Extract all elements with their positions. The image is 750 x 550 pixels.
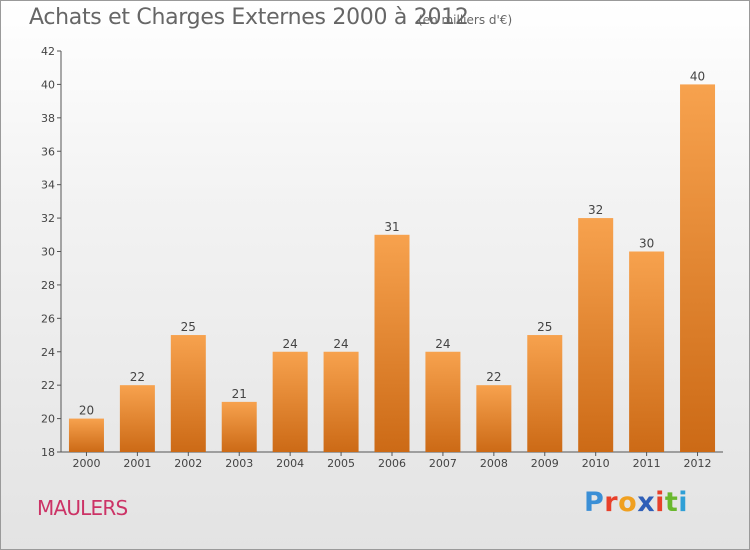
y-tick-label: 34 xyxy=(41,179,55,192)
data-label: 24 xyxy=(333,337,348,351)
y-tick-label: 28 xyxy=(41,279,55,292)
x-tick-label: 2012 xyxy=(684,457,712,470)
bar xyxy=(476,385,512,452)
data-label: 25 xyxy=(181,320,196,334)
data-label: 22 xyxy=(486,370,501,384)
bar xyxy=(272,351,308,452)
data-label: 31 xyxy=(384,220,399,234)
data-label: 40 xyxy=(690,69,705,83)
y-tick-label: 18 xyxy=(41,446,55,459)
data-label: 32 xyxy=(588,203,603,217)
x-tick-label: 2010 xyxy=(582,457,610,470)
logo-letter: r xyxy=(604,487,619,518)
data-label: 24 xyxy=(283,337,298,351)
logo-letter: i xyxy=(655,487,665,518)
bar xyxy=(170,335,206,452)
data-label: 30 xyxy=(639,237,654,251)
y-tick-label: 20 xyxy=(41,413,55,426)
x-tick-label: 2005 xyxy=(327,457,355,470)
chart-title: Achats et Charges Externes 2000 à 2012 xyxy=(29,5,469,30)
commune-name: MAULERS xyxy=(37,496,128,520)
logo-letter: t xyxy=(664,487,679,518)
y-tick-label: 32 xyxy=(41,212,55,225)
x-tick-label: 2001 xyxy=(123,457,151,470)
x-tick-label: 2003 xyxy=(225,457,253,470)
y-tick-label: 40 xyxy=(41,78,55,91)
data-label: 20 xyxy=(79,404,94,418)
bar xyxy=(425,351,461,452)
bar xyxy=(119,385,155,452)
logo-letter: o xyxy=(618,487,638,518)
proxiti-logo: Proxiti xyxy=(584,487,688,518)
x-tick-label: 2000 xyxy=(72,457,100,470)
bar xyxy=(527,335,563,452)
x-tick-label: 2007 xyxy=(429,457,457,470)
logo-letter: x xyxy=(637,487,656,518)
x-tick-label: 2002 xyxy=(174,457,202,470)
bar xyxy=(629,251,665,452)
bar xyxy=(68,418,104,452)
data-label: 25 xyxy=(537,320,552,334)
y-tick-label: 36 xyxy=(41,145,55,158)
x-tick-label: 2011 xyxy=(633,457,661,470)
bar xyxy=(323,351,359,452)
logo-letter: i xyxy=(678,487,689,518)
bar xyxy=(578,218,614,452)
x-tick-label: 2009 xyxy=(531,457,559,470)
bar xyxy=(221,401,257,452)
y-tick-label: 26 xyxy=(41,312,55,325)
y-tick-label: 42 xyxy=(41,45,55,58)
data-label: 24 xyxy=(435,337,450,351)
bar xyxy=(680,84,716,453)
y-tick-label: 30 xyxy=(41,246,55,259)
x-tick-label: 2008 xyxy=(480,457,508,470)
y-tick-label: 24 xyxy=(41,346,55,359)
x-tick-label: 2004 xyxy=(276,457,304,470)
data-label: 22 xyxy=(130,370,145,384)
logo-letter: P xyxy=(584,487,605,518)
bar xyxy=(374,234,410,452)
y-tick-label: 22 xyxy=(41,379,55,392)
data-label: 21 xyxy=(232,387,247,401)
chart-subtitle: (en milliers d'€) xyxy=(418,13,513,27)
y-tick-label: 38 xyxy=(41,112,55,125)
x-tick-label: 2006 xyxy=(378,457,406,470)
